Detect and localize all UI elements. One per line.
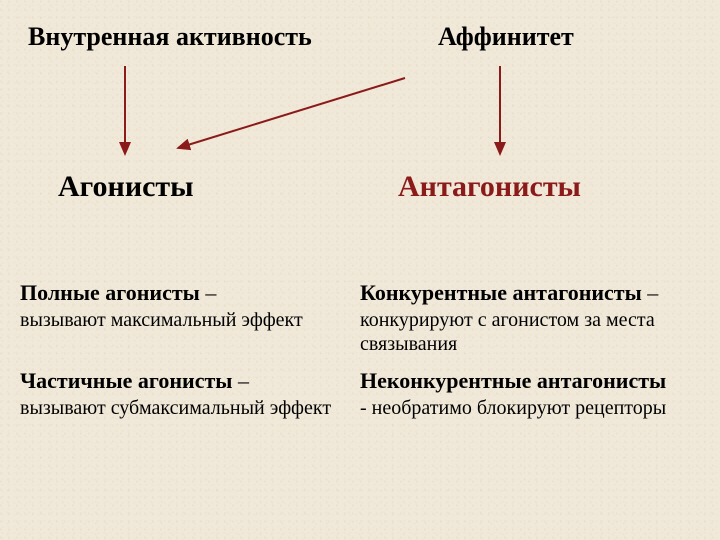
desc-competitive-antagonists: конкурируют с агонистом за места связыва… — [360, 308, 715, 356]
arrow-diagonal — [178, 78, 405, 148]
term-competitive-antagonists: Конкурентные антагонисты — [360, 280, 642, 305]
right-block-2: Неконкурентные антагонисты - необратимо … — [360, 368, 720, 420]
mid-heading-right: Антагонисты — [398, 170, 581, 204]
right-block-1: Конкурентные антагонисты – конкурируют с… — [360, 280, 715, 356]
top-heading-right-text: Аффинитет — [438, 22, 574, 51]
background-texture — [0, 0, 720, 540]
top-heading-left: Внутренная активность — [28, 22, 312, 52]
left-block-2: Частичные агонисты – вызывают субмаксима… — [20, 368, 340, 420]
dash: – — [642, 280, 659, 305]
term-noncompetitive-antagonists: Неконкурентные антагонисты — [360, 368, 666, 393]
desc-partial-agonists: вызывают субмаксимальный эффект — [20, 396, 340, 420]
desc-noncompetitive-antagonists: - необратимо блокируют рецепторы — [360, 396, 720, 420]
top-heading-left-text: Внутренная активность — [28, 22, 312, 51]
mid-heading-right-text: Антагонисты — [398, 170, 581, 203]
term-partial-agonists: Частичные агонисты — [20, 368, 232, 393]
desc-full-agonists: вызывают максимальный эффект — [20, 308, 340, 332]
dash: – — [200, 280, 217, 305]
top-heading-right: Аффинитет — [438, 22, 574, 52]
mid-heading-left: Агонисты — [58, 170, 194, 204]
term-full-agonists: Полные агонисты — [20, 280, 200, 305]
left-block-1: Полные агонисты – вызывают максимальный … — [20, 280, 340, 332]
dash: – — [232, 368, 249, 393]
mid-heading-left-text: Агонисты — [58, 170, 194, 203]
arrows-svg — [0, 0, 720, 540]
